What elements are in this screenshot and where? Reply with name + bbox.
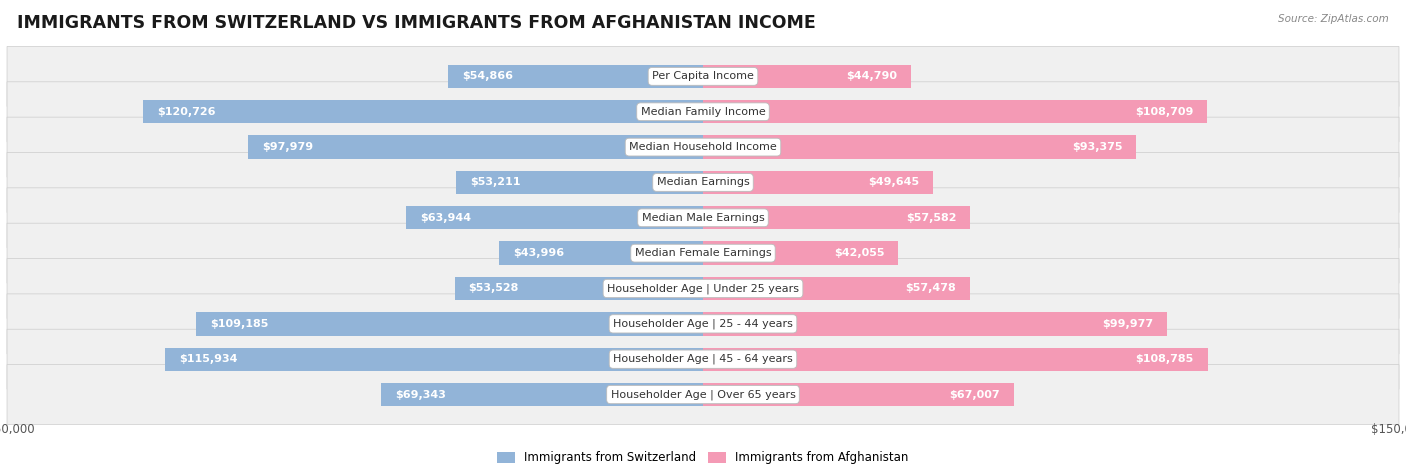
Bar bbox=[143, 100, 703, 123]
Text: $109,185: $109,185 bbox=[211, 319, 269, 329]
FancyBboxPatch shape bbox=[7, 294, 1399, 354]
Bar bbox=[449, 65, 703, 88]
FancyBboxPatch shape bbox=[7, 117, 1399, 177]
Text: $93,375: $93,375 bbox=[1071, 142, 1122, 152]
Text: $49,645: $49,645 bbox=[869, 177, 920, 187]
Text: Householder Age | 45 - 64 years: Householder Age | 45 - 64 years bbox=[613, 354, 793, 364]
Text: $108,709: $108,709 bbox=[1135, 107, 1194, 117]
Text: $43,996: $43,996 bbox=[513, 248, 564, 258]
Bar bbox=[165, 347, 703, 371]
Text: $97,979: $97,979 bbox=[263, 142, 314, 152]
FancyBboxPatch shape bbox=[7, 82, 1399, 142]
Bar bbox=[703, 277, 970, 300]
Bar bbox=[406, 206, 703, 229]
Legend: Immigrants from Switzerland, Immigrants from Afghanistan: Immigrants from Switzerland, Immigrants … bbox=[492, 446, 914, 467]
Text: Median Household Income: Median Household Income bbox=[628, 142, 778, 152]
Text: Source: ZipAtlas.com: Source: ZipAtlas.com bbox=[1278, 14, 1389, 24]
Bar bbox=[456, 171, 703, 194]
Text: $63,944: $63,944 bbox=[420, 213, 471, 223]
Text: Per Capita Income: Per Capita Income bbox=[652, 71, 754, 81]
FancyBboxPatch shape bbox=[7, 153, 1399, 212]
Bar bbox=[703, 383, 1014, 406]
Bar bbox=[381, 383, 703, 406]
Text: $108,785: $108,785 bbox=[1136, 354, 1194, 364]
FancyBboxPatch shape bbox=[7, 365, 1399, 425]
Text: $120,726: $120,726 bbox=[157, 107, 215, 117]
Text: Median Earnings: Median Earnings bbox=[657, 177, 749, 187]
Text: $115,934: $115,934 bbox=[179, 354, 238, 364]
Text: $69,343: $69,343 bbox=[395, 389, 446, 400]
Bar bbox=[703, 65, 911, 88]
Text: IMMIGRANTS FROM SWITZERLAND VS IMMIGRANTS FROM AFGHANISTAN INCOME: IMMIGRANTS FROM SWITZERLAND VS IMMIGRANT… bbox=[17, 14, 815, 32]
Bar bbox=[703, 241, 898, 265]
Bar bbox=[703, 171, 934, 194]
FancyBboxPatch shape bbox=[7, 329, 1399, 389]
Text: Median Family Income: Median Family Income bbox=[641, 107, 765, 117]
Text: $53,211: $53,211 bbox=[470, 177, 520, 187]
Bar bbox=[703, 100, 1208, 123]
Bar bbox=[249, 135, 703, 159]
Bar bbox=[454, 277, 703, 300]
Text: $67,007: $67,007 bbox=[949, 389, 1000, 400]
Text: Householder Age | Over 65 years: Householder Age | Over 65 years bbox=[610, 389, 796, 400]
FancyBboxPatch shape bbox=[7, 46, 1399, 106]
Text: Median Male Earnings: Median Male Earnings bbox=[641, 213, 765, 223]
Text: Householder Age | Under 25 years: Householder Age | Under 25 years bbox=[607, 283, 799, 294]
Text: $42,055: $42,055 bbox=[834, 248, 884, 258]
Text: $57,478: $57,478 bbox=[905, 283, 956, 293]
Bar bbox=[703, 135, 1136, 159]
Text: $57,582: $57,582 bbox=[905, 213, 956, 223]
Text: $99,977: $99,977 bbox=[1102, 319, 1153, 329]
Text: Householder Age | 25 - 44 years: Householder Age | 25 - 44 years bbox=[613, 318, 793, 329]
Text: Median Female Earnings: Median Female Earnings bbox=[634, 248, 772, 258]
Bar bbox=[197, 312, 703, 335]
Text: $44,790: $44,790 bbox=[846, 71, 897, 81]
FancyBboxPatch shape bbox=[7, 259, 1399, 318]
Text: $53,528: $53,528 bbox=[468, 283, 519, 293]
Bar bbox=[703, 206, 970, 229]
Bar bbox=[499, 241, 703, 265]
Bar bbox=[703, 312, 1167, 335]
FancyBboxPatch shape bbox=[7, 223, 1399, 283]
Bar bbox=[703, 347, 1208, 371]
FancyBboxPatch shape bbox=[7, 188, 1399, 248]
Text: $54,866: $54,866 bbox=[463, 71, 513, 81]
